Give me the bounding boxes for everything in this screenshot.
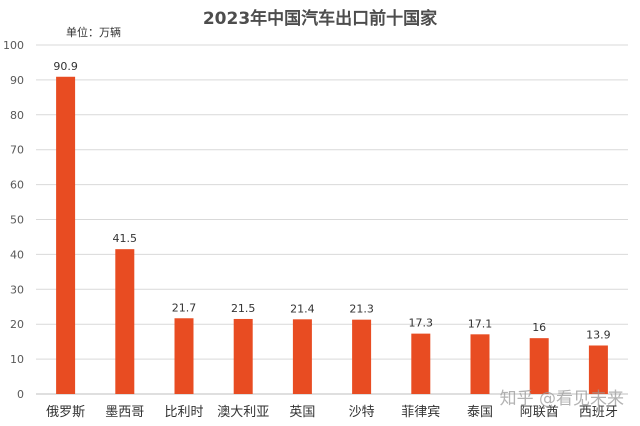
x-tick-label: 西班牙 (579, 405, 618, 420)
chart-title: 2023年中国汽车出口前十国家 (203, 8, 437, 29)
unit-label: 单位：万辆 (66, 25, 121, 39)
bar (233, 318, 253, 394)
y-axis: 0 10 20 30 40 50 60 70 80 90 100 (3, 39, 24, 401)
bar (411, 333, 431, 394)
data-label: 21.7 (172, 301, 197, 314)
y-tick-label: 70 (10, 144, 24, 157)
x-tick-label: 比利时 (164, 405, 203, 420)
data-label: 21.4 (290, 302, 315, 315)
bar (529, 338, 549, 394)
data-label: 21.5 (231, 302, 256, 315)
x-tick-label: 墨西哥 (105, 405, 144, 420)
bars (56, 76, 608, 394)
data-label: 90.9 (53, 60, 78, 73)
bar (174, 318, 194, 394)
data-label: 17.1 (468, 317, 493, 330)
y-tick-label: 90 (10, 74, 24, 87)
y-tick-label: 30 (10, 283, 24, 296)
data-label: 41.5 (113, 232, 138, 245)
y-tick-label: 40 (10, 248, 24, 261)
data-label: 21.3 (349, 303, 374, 316)
x-tick-label: 俄罗斯 (46, 405, 85, 420)
bar (352, 319, 372, 394)
data-label: 13.9 (586, 328, 611, 341)
bar (470, 334, 490, 394)
x-tick-label: 菲律宾 (401, 404, 440, 420)
bar (56, 76, 76, 394)
data-labels: 90.9 41.5 21.7 21.5 21.4 21.3 17.3 17.1 16 13.9 (53, 60, 610, 342)
y-tick-label: 100 (3, 39, 24, 52)
gridlines (36, 44, 628, 395)
y-tick-label: 0 (17, 388, 24, 401)
y-tick-label: 20 (10, 318, 24, 331)
x-axis: 俄罗斯 墨西哥 比利时 澳大利亚 英国 沙特 菲律宾 泰国 阿联酋 西班牙 (46, 404, 618, 420)
y-tick-label: 80 (10, 109, 24, 122)
x-tick-label: 澳大利亚 (217, 404, 269, 420)
x-tick-label: 泰国 (467, 405, 493, 420)
y-tick-label: 10 (10, 353, 24, 366)
data-label: 16 (532, 321, 546, 334)
x-tick-label: 英国 (289, 405, 315, 420)
bar (292, 319, 312, 394)
y-tick-label: 60 (10, 179, 24, 192)
watermark: 知乎 @看见未来 (500, 389, 624, 409)
data-label: 17.3 (409, 317, 434, 330)
x-tick-label: 阿联酋 (520, 404, 559, 420)
x-tick-label: 沙特 (349, 405, 375, 420)
bar (588, 345, 608, 394)
bar (115, 249, 135, 394)
y-tick-label: 50 (10, 214, 24, 227)
